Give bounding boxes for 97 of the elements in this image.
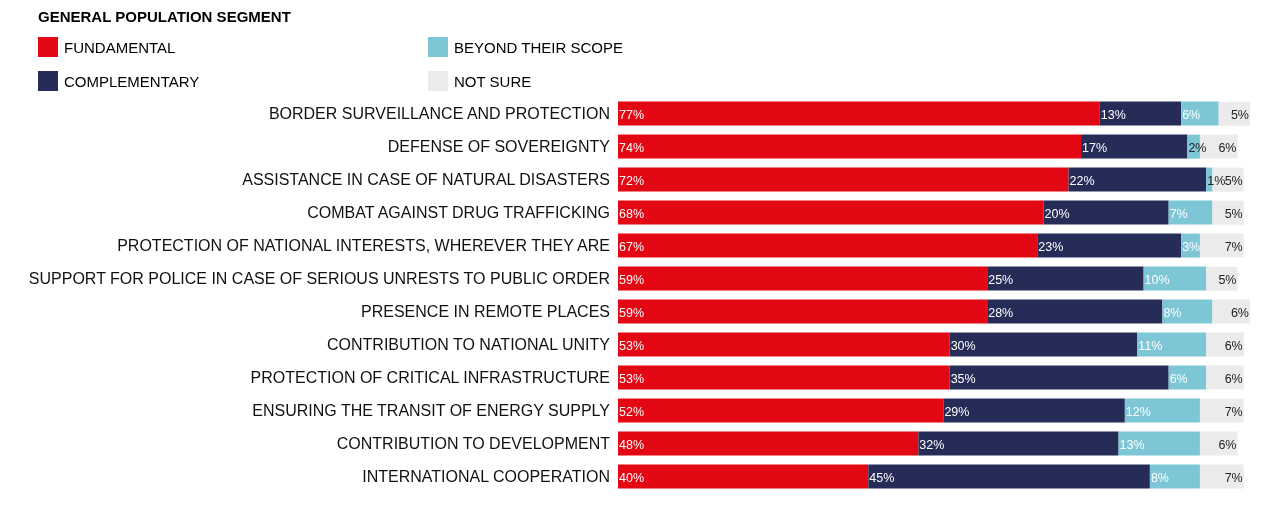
data-label: 13% — [1119, 437, 1145, 452]
bar — [618, 398, 944, 423]
bar — [1081, 134, 1188, 159]
bar — [618, 233, 1038, 258]
bar — [949, 365, 1169, 390]
data-label: 6% — [1230, 305, 1249, 320]
bar — [1199, 398, 1244, 423]
bar — [1149, 464, 1200, 489]
data-label: 35% — [950, 371, 976, 386]
data-label: 5% — [1224, 206, 1243, 221]
data-label: 68% — [619, 206, 645, 221]
y-tick-label: DEFENSE OF SOVEREIGNTY — [387, 138, 611, 156]
bar — [1037, 233, 1182, 258]
data-label: 6% — [1224, 371, 1243, 386]
data-label: 72% — [619, 173, 645, 188]
data-label: 53% — [619, 338, 645, 353]
data-label: 32% — [919, 437, 945, 452]
data-label: 6% — [1218, 437, 1237, 452]
y-tick-label: CONTRIBUTION TO DEVELOPMENT — [336, 435, 611, 453]
bar — [1199, 464, 1244, 489]
data-label: 22% — [1069, 173, 1095, 188]
data-label: 28% — [988, 305, 1014, 320]
bar — [1099, 101, 1182, 126]
y-tick-label: PROTECTION OF NATIONAL INTERESTS, WHEREVER THEY ARE — [117, 237, 610, 255]
bar — [987, 299, 1163, 324]
data-label: 3% — [1182, 239, 1201, 254]
bar — [618, 266, 988, 291]
data-label: 45% — [869, 470, 895, 485]
bar — [987, 266, 1144, 291]
data-label: 77% — [619, 107, 645, 122]
y-tick-label: SUPPORT FOR POLICE IN CASE OF SERIOUS UNRESTS TO PUBLIC ORDER — [28, 270, 610, 288]
legend-label: FUNDAMENTAL — [64, 38, 176, 56]
data-label: 10% — [1144, 272, 1170, 287]
data-label: 5% — [1218, 272, 1237, 287]
bar — [868, 464, 1150, 489]
bar — [1143, 266, 1207, 291]
bar — [1162, 299, 1213, 324]
y-tick-label: INTERNATIONAL COOPERATION — [362, 468, 610, 486]
bar — [1124, 398, 1200, 423]
bar — [618, 167, 1069, 192]
data-label: 29% — [944, 404, 970, 419]
legend-label: COMPLEMENTARY — [64, 72, 200, 90]
data-label: 13% — [1100, 107, 1126, 122]
bar — [1068, 167, 1207, 192]
bar — [618, 134, 1082, 159]
data-label: 17% — [1082, 140, 1108, 155]
data-label: 67% — [619, 239, 645, 254]
data-label: 7% — [1224, 239, 1243, 254]
data-label: 25% — [988, 272, 1014, 287]
bar — [618, 464, 869, 489]
data-label: 6% — [1169, 371, 1188, 386]
data-label: 8% — [1150, 470, 1169, 485]
data-label: 52% — [619, 404, 645, 419]
bar — [1137, 332, 1207, 357]
bar — [618, 299, 988, 324]
data-label: 1% — [1207, 173, 1226, 188]
data-label: 12% — [1125, 404, 1151, 419]
bar — [949, 332, 1138, 357]
bar — [618, 365, 950, 390]
data-label: 20% — [1044, 206, 1070, 221]
data-label: 7% — [1224, 404, 1243, 419]
y-tick-label: ENSURING THE TRANSIT OF ENERGY SUPPLY — [252, 402, 611, 420]
y-tick-label: BORDER SURVEILLANCE AND PROTECTION — [268, 105, 610, 123]
data-label: 7% — [1224, 470, 1243, 485]
data-label: 7% — [1169, 206, 1188, 221]
data-label: 40% — [619, 470, 645, 485]
data-label: 8% — [1163, 305, 1182, 320]
data-label: 53% — [619, 371, 645, 386]
bar — [618, 431, 919, 456]
data-label: 59% — [619, 305, 645, 320]
y-tick-label: COMBAT AGAINST DRUG TRAFFICKING — [307, 204, 610, 222]
data-label: 6% — [1182, 107, 1201, 122]
y-tick-label: PRESENCE IN REMOTE PLACES — [361, 303, 610, 321]
legend-label: BEYOND THEIR SCOPE — [454, 38, 623, 56]
data-label: 11% — [1138, 338, 1163, 353]
bar — [1199, 233, 1244, 258]
bar — [1118, 431, 1200, 456]
data-label: 74% — [619, 140, 645, 155]
legend-label: NOT SURE — [454, 72, 532, 90]
bar — [618, 200, 1044, 225]
bar — [943, 398, 1125, 423]
bar — [918, 431, 1119, 456]
data-label: 6% — [1218, 140, 1237, 155]
data-label: 5% — [1224, 173, 1243, 188]
bar — [618, 332, 950, 357]
data-label: 5% — [1230, 107, 1249, 122]
bar — [1043, 200, 1169, 225]
y-tick-label: PROTECTION OF CRITICAL INFRASTRUCTURE — [250, 369, 610, 387]
data-label: 30% — [950, 338, 976, 353]
text: GENERAL POPULATION SEGMENT — [37, 8, 292, 25]
data-label: 6% — [1224, 338, 1243, 353]
bar — [618, 101, 1100, 126]
y-tick-label: ASSISTANCE IN CASE OF NATURAL DISASTERS — [242, 171, 610, 189]
data-label: 48% — [619, 437, 645, 452]
data-label: 59% — [619, 272, 645, 287]
y-tick-label: CONTRIBUTION TO NATIONAL UNITY — [327, 336, 611, 354]
data-label: 23% — [1038, 239, 1064, 254]
